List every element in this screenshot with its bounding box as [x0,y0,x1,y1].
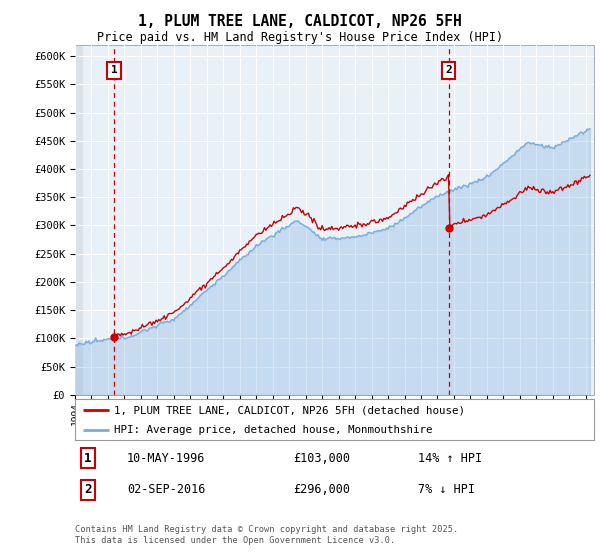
Text: 1: 1 [110,65,117,75]
Text: 1, PLUM TREE LANE, CALDICOT, NP26 5FH (detached house): 1, PLUM TREE LANE, CALDICOT, NP26 5FH (d… [114,405,465,415]
Text: 2: 2 [445,65,452,75]
Text: HPI: Average price, detached house, Monmouthshire: HPI: Average price, detached house, Monm… [114,424,433,435]
Text: £103,000: £103,000 [293,451,350,465]
Text: £296,000: £296,000 [293,483,350,496]
Text: 1: 1 [84,451,92,465]
Text: 7% ↓ HPI: 7% ↓ HPI [418,483,475,496]
Text: 2: 2 [84,483,92,496]
Text: Contains HM Land Registry data © Crown copyright and database right 2025.
This d: Contains HM Land Registry data © Crown c… [75,525,458,545]
Text: 14% ↑ HPI: 14% ↑ HPI [418,451,482,465]
Text: 02-SEP-2016: 02-SEP-2016 [127,483,205,496]
Text: Price paid vs. HM Land Registry's House Price Index (HPI): Price paid vs. HM Land Registry's House … [97,31,503,44]
Text: 10-MAY-1996: 10-MAY-1996 [127,451,205,465]
Text: 1, PLUM TREE LANE, CALDICOT, NP26 5FH: 1, PLUM TREE LANE, CALDICOT, NP26 5FH [138,14,462,29]
